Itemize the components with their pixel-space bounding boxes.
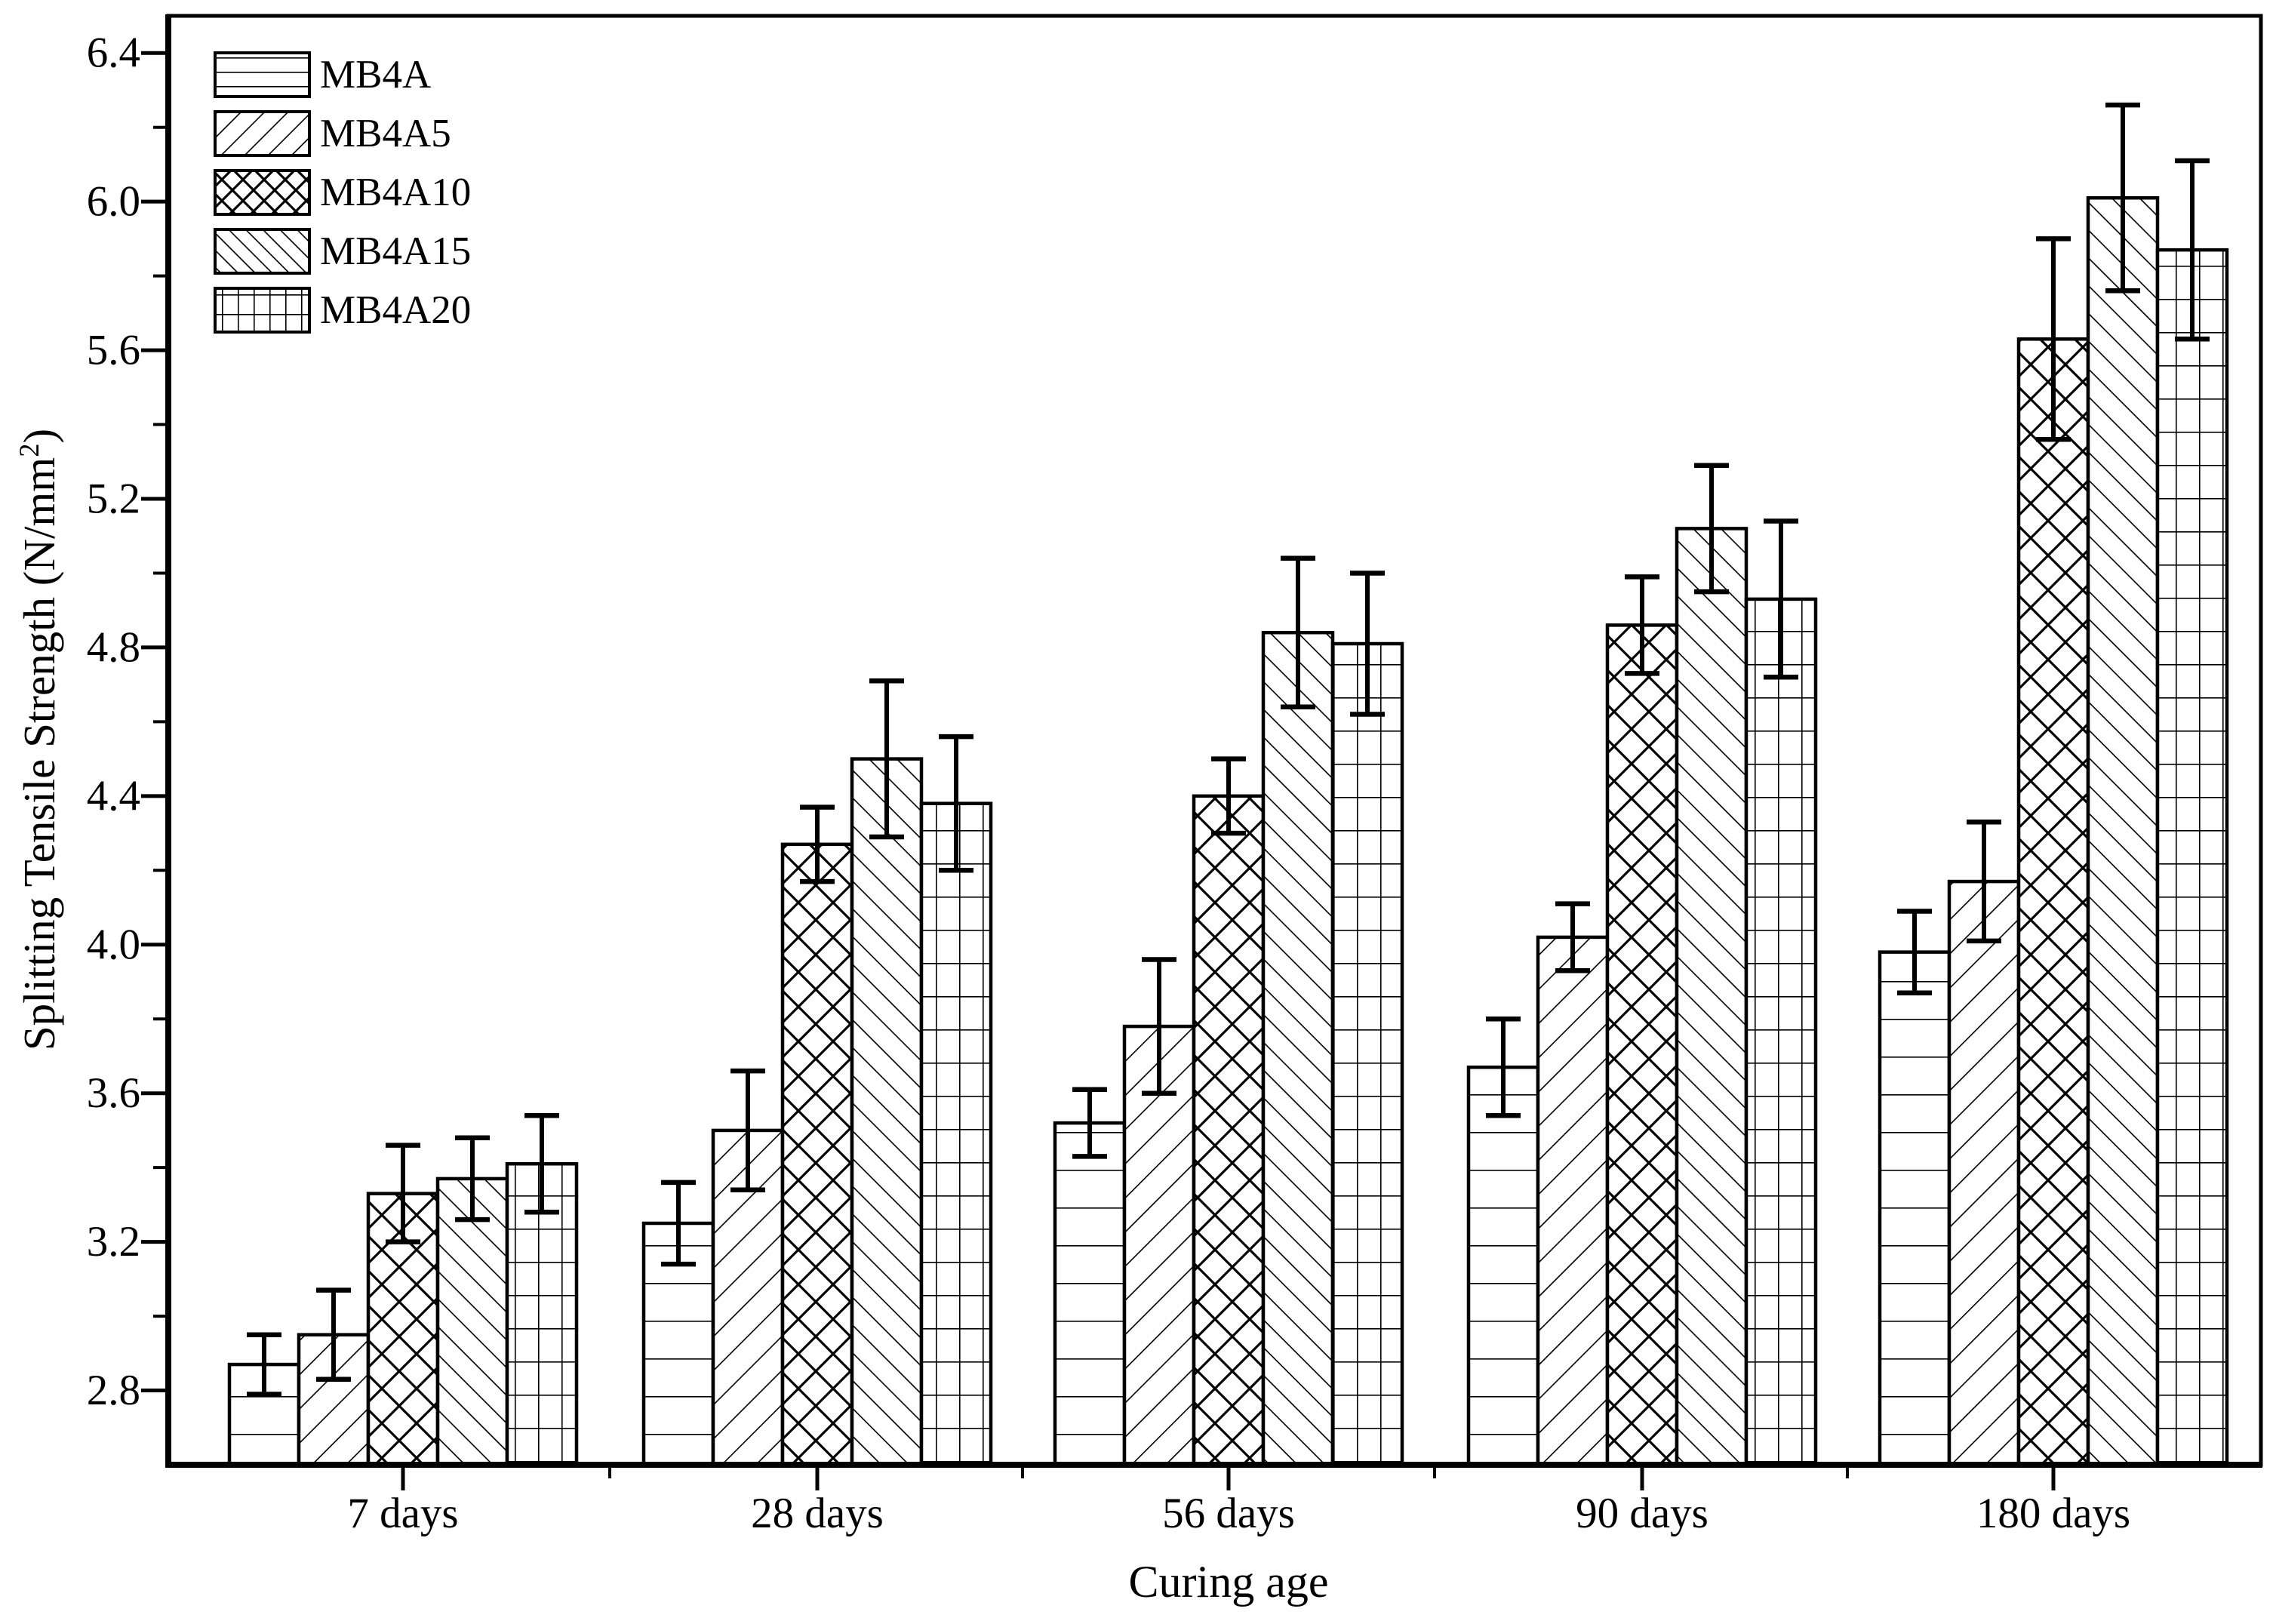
bar-MB4A15-7-days xyxy=(435,1176,509,1467)
bar-MB4A5-180-days xyxy=(1947,879,2021,1467)
x-tick-label: 56 days xyxy=(1162,1490,1295,1537)
error-bar-MB4A15-90-days xyxy=(1694,463,1729,595)
bar-MB4A20-28-days xyxy=(919,801,993,1467)
error-bar-MB4A20-28-days xyxy=(939,734,973,873)
bar-MB4A5-90-days xyxy=(1536,935,1610,1467)
bar-MB4A10-90-days xyxy=(1605,623,1679,1467)
bar-MB4A20-56-days xyxy=(1330,641,1404,1467)
error-bar-MB4A20-56-days xyxy=(1350,571,1385,717)
y-axis-title-text: Splitting Tensile Strength (N/mm xyxy=(14,457,64,1051)
error-bar-MB4A10-90-days xyxy=(1625,574,1659,676)
error-bar-MB4A5-56-days xyxy=(1142,957,1176,1096)
error-bar-MB4A-7-days xyxy=(247,1332,281,1397)
bar-MB4A10-56-days xyxy=(1192,794,1266,1467)
legend-swatch-MB4A5 xyxy=(214,110,311,157)
error-bar-MB4A-28-days xyxy=(661,1180,696,1267)
legend-swatch-MB4A20 xyxy=(214,287,311,334)
error-bar-MB4A5-90-days xyxy=(1555,901,1590,973)
y-axis-title: Splitting Tensile Strength (N/mm2) xyxy=(13,15,66,1464)
y-tick-label: 3.6 xyxy=(87,1069,140,1117)
y-tick-label: 6.0 xyxy=(87,178,140,226)
bar-MB4A10-180-days xyxy=(2016,337,2090,1467)
legend-label-MB4A10: MB4A10 xyxy=(320,171,471,214)
bar-MB4A20-180-days xyxy=(2155,248,2229,1467)
legend-entry-MB4A5: MB4A5 xyxy=(214,110,451,157)
error-bar-MB4A5-28-days xyxy=(730,1068,765,1192)
bar-MB4A15-180-days xyxy=(2086,195,2160,1467)
error-bar-MB4A20-7-days xyxy=(524,1112,559,1215)
error-bar-MB4A10-180-days xyxy=(2036,236,2071,442)
legend-entry-MB4A20: MB4A20 xyxy=(214,287,471,334)
error-bar-MB4A20-90-days xyxy=(1764,518,1798,680)
legend-swatch-MB4A xyxy=(214,51,311,98)
error-bar-MB4A5-180-days xyxy=(1967,820,2001,944)
error-bar-MB4A15-28-days xyxy=(869,678,904,840)
y-tick-label: 4.4 xyxy=(87,772,140,820)
bar-MB4A5-56-days xyxy=(1122,1024,1196,1467)
bar-MB4A-90-days xyxy=(1466,1065,1540,1467)
x-tick-label: 28 days xyxy=(751,1490,884,1537)
y-axis-title-superscript: 2 xyxy=(14,443,45,457)
error-bar-MB4A5-7-days xyxy=(316,1287,351,1383)
error-bar-MB4A20-180-days xyxy=(2175,158,2210,342)
legend-swatch-MB4A10 xyxy=(214,169,311,216)
bar-MB4A20-90-days xyxy=(1744,597,1818,1467)
y-tick-label: 4.8 xyxy=(87,623,140,671)
error-bar-MB4A10-7-days xyxy=(386,1143,420,1244)
legend-label-MB4A20: MB4A20 xyxy=(320,288,471,332)
y-axis: 2.8 3.2 3.6 4.0 4.4 4.8 5.2 5.6 6.0 6.4 xyxy=(87,29,168,1414)
legend-entry-MB4A: MB4A xyxy=(214,51,431,98)
bars xyxy=(227,195,2229,1467)
x-axis: 7 days 28 days 56 days 90 days 180 days xyxy=(347,1465,2130,1537)
error-bar-MB4A15-7-days xyxy=(455,1135,490,1223)
error-bar-MB4A-180-days xyxy=(1897,909,1932,996)
x-tick-label: 7 days xyxy=(347,1490,458,1537)
error-bar-MB4A-90-days xyxy=(1486,1016,1521,1118)
legend: MB4A MB4A5 MB4A10 MB4A15 MB4A20 xyxy=(214,51,471,334)
plot-frame xyxy=(165,14,2263,1468)
bar-MB4A-180-days xyxy=(1878,950,1952,1467)
bar-MB4A15-56-days xyxy=(1261,630,1335,1467)
legend-label-MB4A5: MB4A5 xyxy=(320,112,451,155)
x-tick-label: 180 days xyxy=(1976,1490,2130,1537)
y-tick-label: 2.8 xyxy=(87,1367,140,1414)
legend-entry-MB4A15: MB4A15 xyxy=(214,228,471,275)
y-axis-title-close: ) xyxy=(14,428,64,444)
bar-MB4A15-90-days xyxy=(1675,527,1749,1467)
x-tick-label: 90 days xyxy=(1576,1490,1709,1537)
legend-label-MB4A: MB4A xyxy=(320,53,431,97)
y-tick-label: 5.2 xyxy=(87,475,140,523)
bar-MB4A10-28-days xyxy=(780,842,854,1467)
y-tick-label: 5.6 xyxy=(87,327,140,374)
error-bars xyxy=(247,102,2210,1397)
legend-entry-MB4A10: MB4A10 xyxy=(214,169,471,216)
y-tick-label: 3.2 xyxy=(87,1218,140,1266)
error-bar-MB4A-56-days xyxy=(1072,1087,1107,1159)
x-axis-title: Curing age xyxy=(1128,1557,1329,1607)
error-bar-MB4A15-180-days xyxy=(2105,102,2140,294)
error-bar-MB4A10-56-days xyxy=(1211,756,1246,836)
legend-swatch-MB4A15 xyxy=(214,228,311,275)
bar-MB4A-56-days xyxy=(1053,1121,1127,1467)
bar-MB4A15-28-days xyxy=(850,757,924,1467)
legend-label-MB4A15: MB4A15 xyxy=(320,229,471,273)
error-bar-MB4A15-56-days xyxy=(1281,555,1315,709)
y-tick-label: 4.0 xyxy=(87,921,140,968)
y-tick-label: 6.4 xyxy=(87,29,140,77)
error-bar-MB4A10-28-days xyxy=(800,804,835,884)
